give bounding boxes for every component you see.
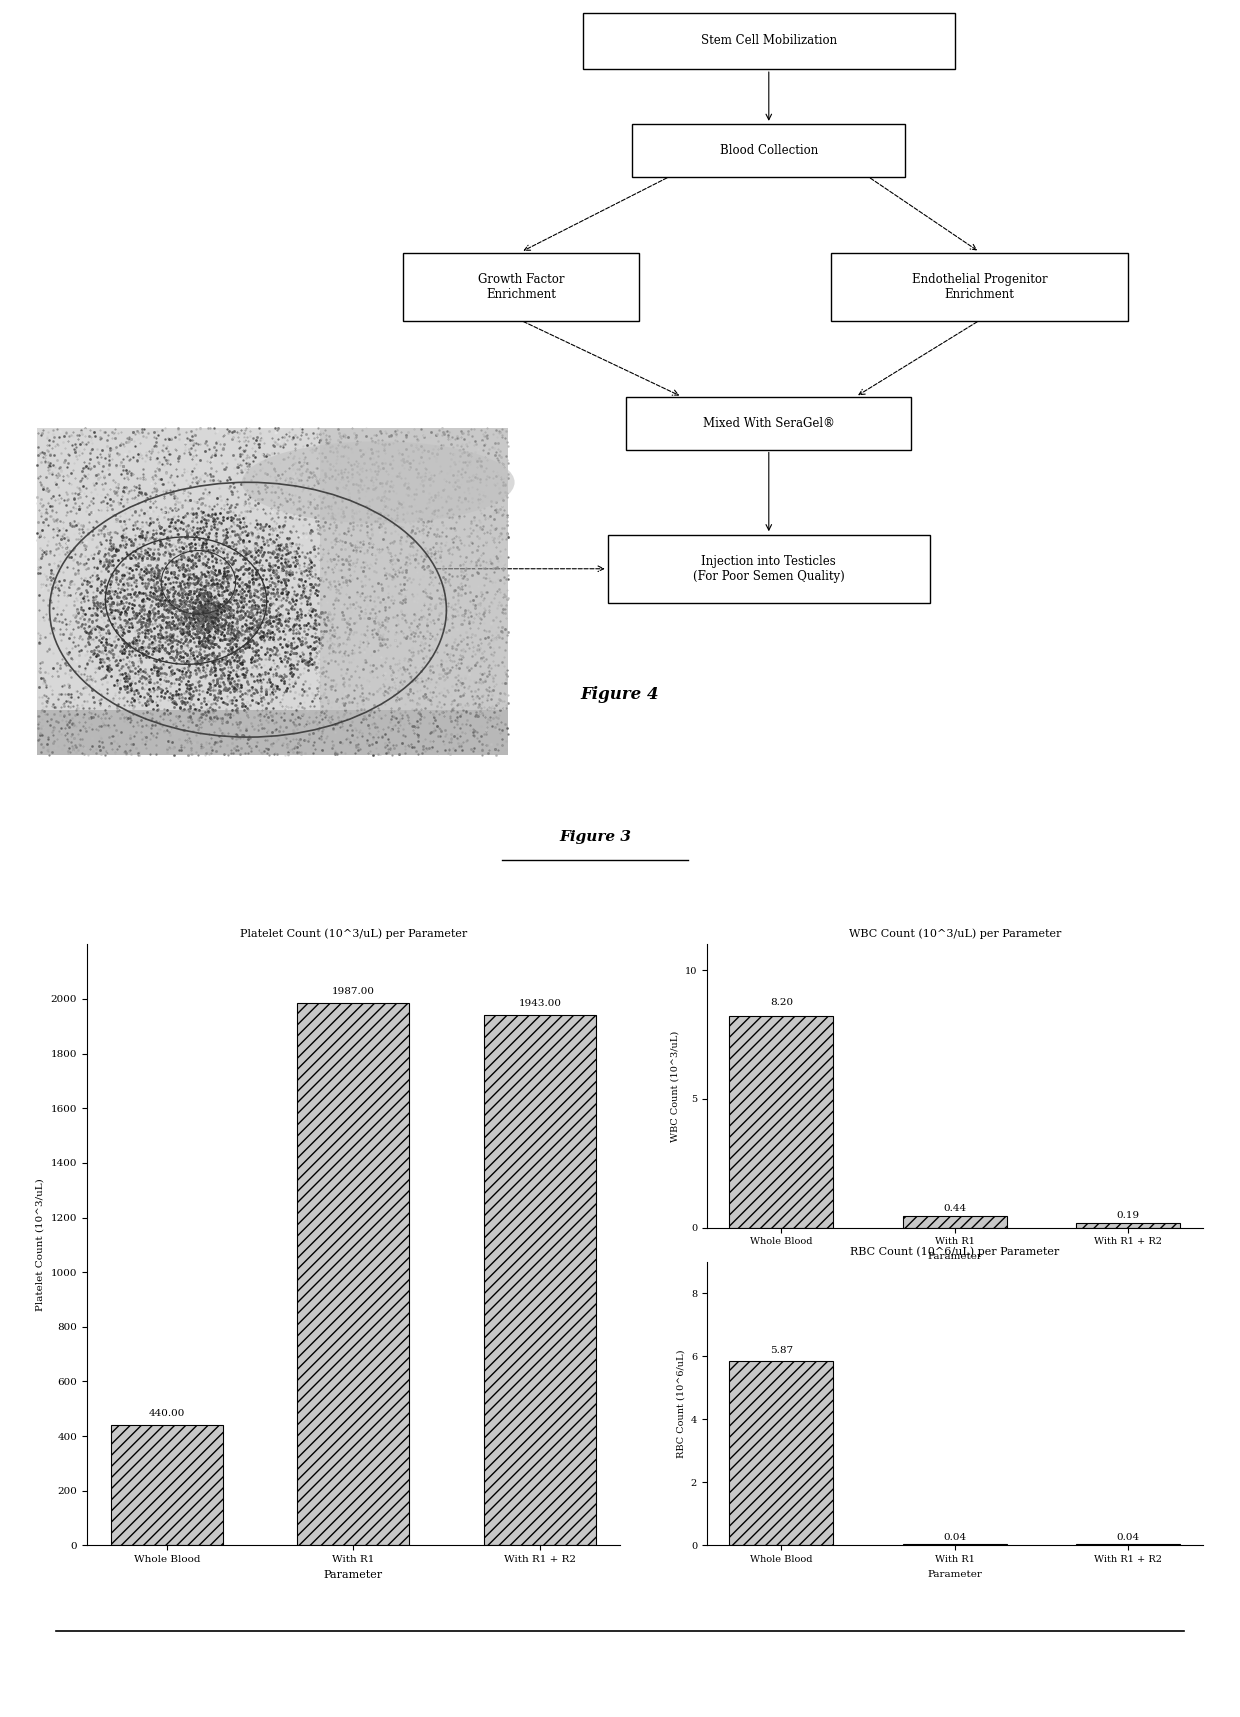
Text: 8.20: 8.20	[770, 999, 792, 1008]
X-axis label: Parameter: Parameter	[324, 1569, 383, 1580]
Y-axis label: WBC Count (10^3/uL): WBC Count (10^3/uL)	[670, 1030, 680, 1142]
Text: Stem Cell Mobilization: Stem Cell Mobilization	[701, 34, 837, 48]
Text: Blood Collection: Blood Collection	[719, 144, 818, 156]
Bar	[37, 428, 508, 755]
Text: 1987.00: 1987.00	[332, 987, 374, 996]
Bar	[626, 397, 911, 450]
Ellipse shape	[242, 441, 515, 524]
Text: 440.00: 440.00	[149, 1410, 185, 1418]
Bar	[608, 534, 930, 603]
Text: 0.04: 0.04	[944, 1533, 966, 1542]
Text: Injection into Testicles
(For Poor Semen Quality): Injection into Testicles (For Poor Semen…	[693, 555, 844, 582]
Y-axis label: Platelet Count (10^3/uL): Platelet Count (10^3/uL)	[36, 1178, 45, 1312]
Bar	[112, 1425, 223, 1545]
Text: 0.04: 0.04	[1117, 1533, 1140, 1542]
Bar	[831, 252, 1128, 321]
Bar	[729, 1016, 833, 1228]
Bar	[632, 124, 905, 177]
Text: Growth Factor
Enrichment: Growth Factor Enrichment	[477, 273, 564, 300]
Bar	[583, 12, 955, 69]
Bar	[37, 709, 508, 755]
Bar	[729, 1360, 833, 1545]
Bar	[320, 428, 508, 709]
Bar	[403, 252, 639, 321]
Text: Endothelial Progenitor
Enrichment: Endothelial Progenitor Enrichment	[911, 273, 1048, 300]
Text: 1943.00: 1943.00	[518, 999, 562, 1008]
Text: Mixed With SeraGel®: Mixed With SeraGel®	[703, 417, 835, 429]
Title: RBC Count (10^6/uL) per Parameter: RBC Count (10^6/uL) per Parameter	[851, 1247, 1059, 1257]
Text: Figure 3: Figure 3	[559, 831, 631, 845]
Text: 0.19: 0.19	[1117, 1210, 1140, 1219]
Text: Figure 4: Figure 4	[580, 687, 660, 702]
Bar	[1076, 1223, 1180, 1228]
X-axis label: Parameter: Parameter	[928, 1569, 982, 1578]
Text: 5.87: 5.87	[770, 1346, 792, 1355]
Text: 0.44: 0.44	[944, 1204, 966, 1214]
Title: Platelet Count (10^3/uL) per Parameter: Platelet Count (10^3/uL) per Parameter	[239, 929, 467, 939]
X-axis label: Parameter: Parameter	[928, 1252, 982, 1260]
Title: WBC Count (10^3/uL) per Parameter: WBC Count (10^3/uL) per Parameter	[848, 929, 1061, 939]
Bar	[903, 1216, 1007, 1228]
Y-axis label: RBC Count (10^6/uL): RBC Count (10^6/uL)	[676, 1350, 686, 1458]
Bar	[298, 1003, 409, 1545]
Bar	[484, 1015, 595, 1545]
